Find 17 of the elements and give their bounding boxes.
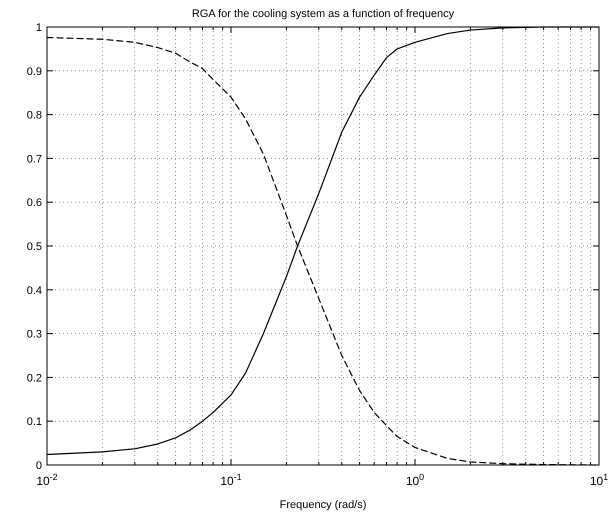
x-tick-label: 10$^{-2}$ bbox=[36, 472, 58, 488]
y-tick-label: 0.2 bbox=[26, 372, 42, 384]
y-tick-label: 0.5 bbox=[26, 241, 42, 253]
x-tick-label: 10$^{-1}$ bbox=[220, 472, 242, 488]
x-tick-label: 10$^{1}$ bbox=[590, 472, 608, 488]
y-tick-label: 0.6 bbox=[26, 197, 42, 210]
y-tick-label: 0.9 bbox=[26, 66, 42, 78]
y-tick-label: 0.1 bbox=[26, 416, 42, 428]
y-tick-label: 0.8 bbox=[26, 110, 42, 122]
y-tick-label: 0.7 bbox=[26, 153, 42, 166]
y-tick-label: 0.3 bbox=[26, 328, 42, 341]
y-tick-label: 1 bbox=[36, 22, 42, 34]
y-tick-label: 0.4 bbox=[26, 284, 42, 297]
y-tick-label: 0 bbox=[36, 460, 42, 472]
chart-title: RGA for the cooling system as a function of frequency bbox=[192, 8, 455, 20]
x-axis-title: Frequency (rad/s) bbox=[280, 499, 366, 511]
x-tick-label: 10$^{0}$ bbox=[406, 472, 424, 488]
